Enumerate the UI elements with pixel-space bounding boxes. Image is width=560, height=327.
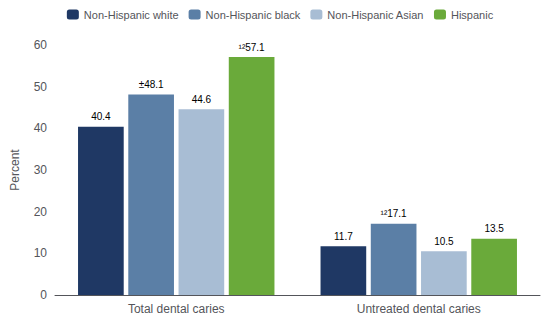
svg-text:¹²57.1: ¹²57.1 [239, 42, 266, 53]
svg-text:30: 30 [34, 163, 48, 177]
svg-text:11.7: 11.7 [334, 231, 353, 242]
svg-text:Percent: Percent [8, 149, 22, 191]
svg-text:10: 10 [34, 246, 48, 260]
svg-text:0: 0 [40, 288, 47, 302]
svg-text:Total dental caries: Total dental caries [128, 302, 225, 316]
svg-text:10.5: 10.5 [434, 236, 454, 247]
svg-text:60: 60 [34, 38, 48, 52]
svg-text:Untreated dental caries: Untreated dental caries [357, 302, 481, 316]
svg-text:50: 50 [34, 80, 48, 94]
svg-text:20: 20 [34, 205, 48, 219]
svg-text:Non-Hispanic black: Non-Hispanic black [206, 9, 301, 21]
svg-text:Non-Hispanic white: Non-Hispanic white [84, 9, 179, 21]
svg-text:Hispanic: Hispanic [451, 9, 494, 21]
svg-text:Non-Hispanic Asian: Non-Hispanic Asian [327, 9, 423, 21]
svg-text:40: 40 [34, 121, 48, 135]
svg-text:±48.1: ±48.1 [139, 79, 164, 90]
svg-text:13.5: 13.5 [484, 223, 504, 234]
svg-text:¹²17.1: ¹²17.1 [381, 208, 408, 219]
svg-text:44.6: 44.6 [192, 94, 212, 105]
svg-text:40.4: 40.4 [91, 111, 111, 122]
